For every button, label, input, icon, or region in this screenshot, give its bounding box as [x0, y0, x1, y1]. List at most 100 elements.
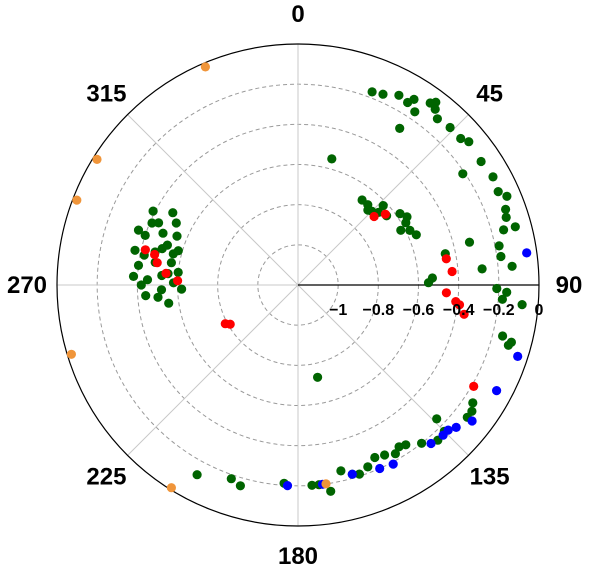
data-point: [502, 191, 512, 201]
data-point: [142, 275, 153, 285]
data-point: [390, 449, 400, 459]
data-point: [454, 300, 465, 310]
radial-tick-label: −0.2: [483, 302, 515, 319]
data-point: [164, 298, 174, 308]
radial-tick-label: −0.4: [443, 302, 475, 319]
radial-tick-label: 0: [535, 302, 544, 319]
radial-tick-label: −1: [329, 302, 347, 319]
data-point: [395, 123, 405, 133]
data-point: [152, 258, 162, 268]
data-point: [522, 248, 532, 258]
radial-tick-label: −0.6: [403, 302, 435, 319]
angle-tick-label: 90: [556, 272, 583, 299]
data-point: [168, 249, 178, 259]
data-point: [445, 122, 455, 133]
data-point: [313, 372, 323, 382]
data-point: [171, 218, 181, 228]
angle-tick-label: 225: [86, 464, 126, 491]
angle-tick-label: 45: [476, 80, 503, 107]
data-point: [464, 137, 474, 147]
data-point: [494, 241, 504, 251]
data-point: [380, 209, 390, 219]
data-point: [496, 251, 506, 262]
data-point: [456, 133, 466, 144]
data-point: [367, 87, 377, 97]
data-point: [192, 470, 202, 480]
data-point: [154, 218, 164, 228]
data-point: [411, 230, 421, 240]
data-point: [354, 469, 364, 479]
angle-tick-label: 315: [86, 80, 126, 107]
angle-tick-label: 135: [470, 464, 510, 491]
data-point: [501, 212, 511, 222]
data-point: [503, 340, 513, 350]
data-point: [469, 381, 479, 391]
data-point: [378, 89, 388, 99]
data-point: [168, 208, 178, 218]
data-point: [451, 422, 461, 432]
data-point: [477, 264, 487, 274]
data-point: [225, 319, 235, 329]
data-point: [493, 187, 503, 197]
data-point: [394, 442, 404, 452]
data-point: [235, 481, 245, 491]
data-point: [166, 258, 176, 268]
data-point: [507, 261, 517, 271]
data-point: [492, 283, 502, 294]
data-point: [173, 276, 183, 286]
data-point: [153, 292, 163, 302]
data-point: [501, 204, 511, 214]
data-points: [66, 62, 532, 496]
angle-grid-spoke: [127, 284, 299, 456]
data-point: [426, 438, 436, 449]
data-point: [476, 156, 486, 167]
data-point: [395, 209, 405, 219]
data-point: [136, 280, 146, 290]
data-point: [140, 245, 150, 255]
data-point: [432, 414, 442, 424]
data-point: [464, 237, 475, 247]
data-point: [510, 222, 520, 232]
data-point: [423, 278, 434, 288]
data-point: [128, 271, 139, 281]
angle-tick-label: 180: [278, 543, 318, 570]
data-point: [150, 249, 160, 260]
data-point: [92, 154, 102, 164]
data-point: [502, 287, 512, 297]
angle-grid-spoke: [127, 114, 299, 286]
data-point: [468, 398, 478, 408]
data-point: [133, 260, 144, 270]
data-point: [388, 459, 398, 469]
data-point: [326, 486, 336, 496]
data-point: [447, 266, 457, 277]
data-point: [378, 201, 388, 211]
data-point: [158, 228, 168, 238]
data-point: [133, 225, 144, 235]
angle-tick-label: 270: [7, 272, 47, 299]
data-point: [282, 481, 293, 491]
data-point: [405, 225, 415, 235]
data-point: [321, 479, 331, 489]
data-point: [147, 218, 157, 228]
data-point: [499, 225, 509, 235]
data-point: [140, 230, 150, 240]
data-point: [173, 267, 183, 277]
data-point: [141, 291, 151, 301]
angle-grid-spoke: [297, 114, 469, 286]
data-point: [375, 463, 385, 474]
data-point: [396, 225, 406, 235]
data-point: [347, 469, 357, 479]
data-point: [307, 480, 317, 490]
data-point: [431, 97, 441, 107]
data-point: [72, 195, 82, 205]
data-point: [497, 294, 507, 304]
data-point: [459, 309, 469, 319]
radial-tick-label: −0.8: [363, 302, 395, 319]
data-point: [498, 331, 508, 341]
data-point: [156, 285, 167, 295]
data-point: [172, 231, 182, 241]
data-point: [394, 90, 404, 100]
angle-grid-spoke: [297, 284, 469, 456]
data-point: [513, 351, 523, 361]
